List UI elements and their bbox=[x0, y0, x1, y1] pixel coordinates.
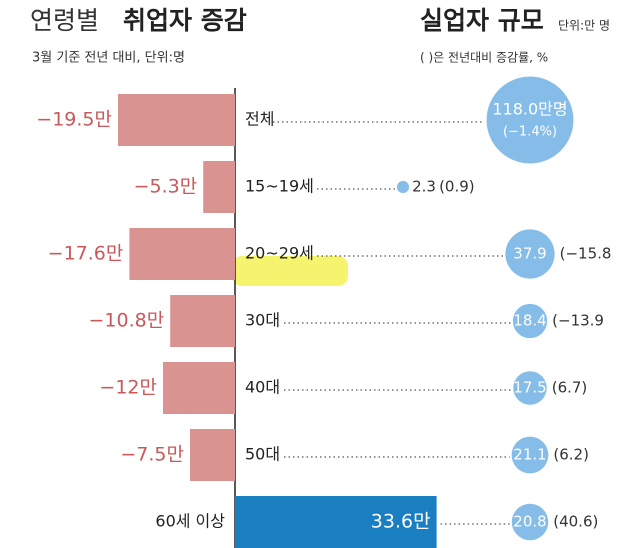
change-label: (6.7) bbox=[552, 379, 588, 397]
bubble-unit: 단위:만 명 bbox=[558, 19, 610, 33]
bubble-label: 17.5 bbox=[513, 379, 546, 397]
bubble-label: 118.0만명 bbox=[492, 100, 567, 119]
category-label: 30대 bbox=[245, 311, 280, 330]
category-label: 40대 bbox=[245, 378, 280, 397]
chart-title: 취업자 증감 bbox=[123, 6, 247, 35]
bubble bbox=[397, 181, 409, 193]
chart-title-prefix: 연령별 bbox=[30, 6, 99, 35]
bar bbox=[203, 161, 235, 213]
value-label: −5.3만 bbox=[134, 176, 198, 198]
category-label: 전체 bbox=[245, 110, 274, 129]
change-label: (40.6) bbox=[553, 513, 598, 531]
change-label: (−1.4%) bbox=[503, 125, 557, 140]
bar bbox=[129, 228, 235, 280]
chart: 연령별 취업자 증감 3월 기준 전년 대비, 단위:명 실업자 규모 단위:만… bbox=[0, 0, 628, 548]
bar bbox=[118, 94, 235, 146]
chart-subtitle: 3월 기준 전년 대비, 단위:명 bbox=[32, 51, 185, 66]
category-label: 50대 bbox=[245, 445, 280, 464]
value-label: −19.5만 bbox=[36, 109, 112, 131]
bubble-label: 2.3 bbox=[412, 178, 436, 196]
category-label: 60세 이상 bbox=[155, 512, 225, 531]
bubble bbox=[487, 77, 574, 164]
bubble-label: 20.8 bbox=[513, 513, 546, 531]
value-label: −7.5만 bbox=[120, 444, 184, 466]
category-label: 20~29세 bbox=[245, 244, 314, 263]
value-label: 33.6만 bbox=[371, 511, 431, 533]
bar bbox=[163, 362, 235, 414]
change-label: (−15.8 bbox=[560, 245, 612, 263]
bar bbox=[170, 295, 235, 347]
category-label: 15~19세 bbox=[245, 177, 314, 196]
change-label: (−13.9 bbox=[552, 312, 604, 330]
change-label: (0.9) bbox=[439, 178, 475, 196]
value-label: −12만 bbox=[99, 377, 157, 399]
bubble-note: ( )은 전년대비 증감률, % bbox=[420, 51, 548, 65]
bubble-label: 37.9 bbox=[513, 245, 546, 263]
change-label: (6.2) bbox=[553, 446, 589, 464]
bubble-label: 18.4 bbox=[513, 312, 546, 330]
bubble-title: 실업자 규모 bbox=[420, 6, 544, 35]
bar bbox=[190, 429, 235, 481]
value-label: −10.8만 bbox=[88, 310, 164, 332]
value-label: −17.6만 bbox=[48, 243, 124, 265]
bubble-label: 21.1 bbox=[513, 446, 546, 464]
